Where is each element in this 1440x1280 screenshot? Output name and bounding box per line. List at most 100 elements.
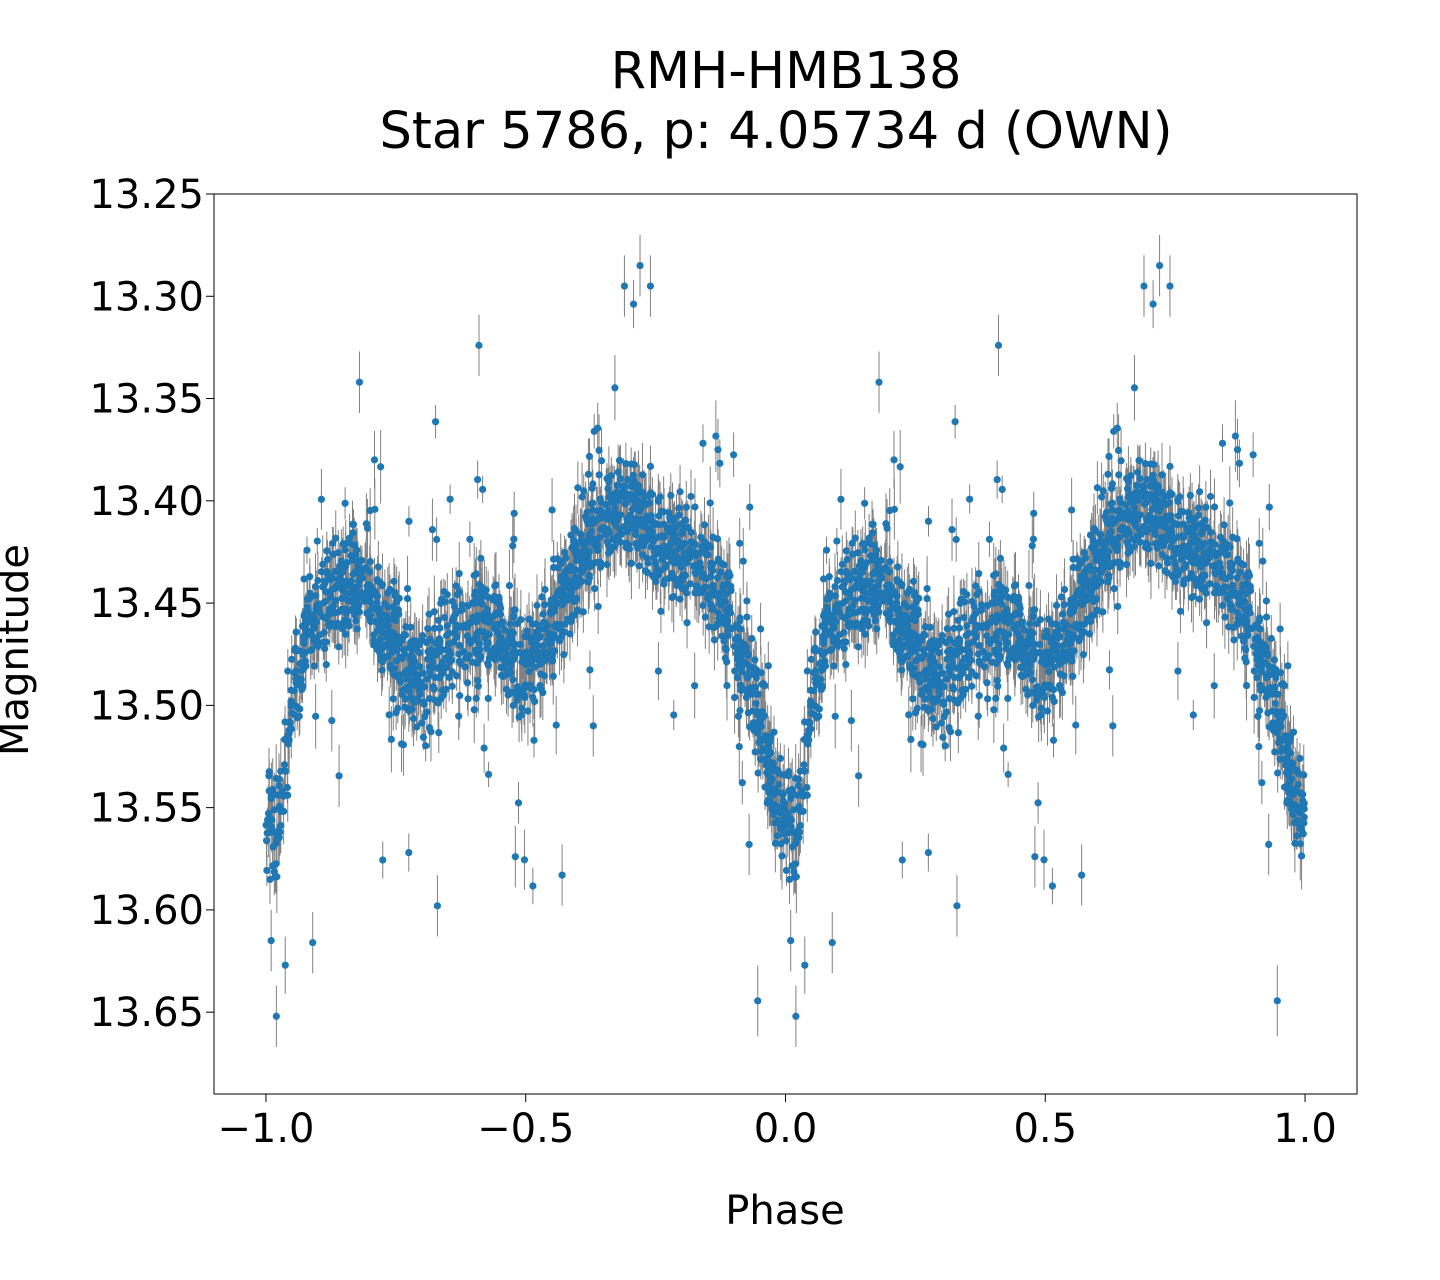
data-point <box>1280 682 1288 690</box>
data-point <box>831 582 839 591</box>
data-point <box>1241 644 1249 652</box>
data-point <box>730 693 739 702</box>
data-point <box>778 852 786 860</box>
data-point <box>1036 640 1044 649</box>
data-point <box>1060 585 1069 594</box>
data-point <box>948 526 956 534</box>
data-point <box>306 573 314 581</box>
data-point <box>909 577 918 585</box>
data-point <box>425 724 434 732</box>
data-point <box>342 630 350 638</box>
data-point <box>566 630 574 638</box>
data-point <box>761 682 769 690</box>
data-point <box>631 530 640 539</box>
data-point <box>975 692 983 700</box>
data-point <box>1085 630 1094 638</box>
data-point <box>1141 460 1150 468</box>
data-point <box>366 557 374 566</box>
data-point <box>1029 701 1037 710</box>
data-point <box>894 563 902 571</box>
data-point <box>939 733 947 741</box>
data-point <box>1113 535 1122 543</box>
data-point <box>945 694 953 703</box>
data-point <box>706 499 714 507</box>
data-point <box>946 635 954 643</box>
data-point <box>1255 539 1263 547</box>
data-point <box>723 681 731 690</box>
data-point <box>1104 470 1112 478</box>
data-point <box>322 661 330 669</box>
data-point <box>969 638 977 646</box>
data-point <box>803 783 811 792</box>
data-point <box>1028 676 1037 684</box>
data-point <box>1000 744 1008 752</box>
data-point <box>470 706 478 714</box>
data-point <box>311 582 320 591</box>
data-point <box>1293 832 1301 840</box>
data-point <box>1229 533 1237 541</box>
data-point <box>378 666 386 674</box>
data-point <box>281 961 289 969</box>
data-point <box>720 637 728 645</box>
data-point <box>723 658 731 666</box>
data-point <box>923 584 931 593</box>
data-point <box>1029 535 1038 543</box>
data-point <box>1059 610 1067 618</box>
data-point <box>1265 723 1273 731</box>
data-point <box>389 695 397 703</box>
data-point <box>736 539 744 547</box>
data-point <box>840 628 848 637</box>
data-point <box>886 506 894 515</box>
data-point <box>1277 748 1286 756</box>
data-point <box>456 692 464 700</box>
data-point <box>367 606 375 614</box>
data-point <box>525 668 533 676</box>
data-point <box>954 729 962 737</box>
data-point <box>622 460 630 468</box>
data-point <box>425 694 434 703</box>
data-point <box>314 576 322 585</box>
data-point <box>968 682 976 690</box>
data-point <box>675 504 683 512</box>
data-point <box>603 560 611 569</box>
data-point <box>379 856 387 864</box>
data-point <box>435 729 443 737</box>
data-point <box>683 619 691 627</box>
data-point <box>1072 721 1080 729</box>
data-point <box>861 546 869 554</box>
data-point <box>925 687 933 695</box>
data-point <box>390 577 398 585</box>
data-point <box>448 597 457 605</box>
data-point <box>1226 499 1234 507</box>
data-point <box>513 619 521 628</box>
data-point <box>539 610 547 618</box>
chart-title: RMH-HMB138 <box>611 42 962 101</box>
data-point <box>819 575 828 583</box>
data-point <box>416 663 424 671</box>
data-point <box>1255 742 1263 751</box>
data-point <box>455 570 463 578</box>
data-point <box>635 562 643 570</box>
data-point <box>751 748 759 756</box>
data-point <box>541 585 549 594</box>
data-point <box>709 533 717 541</box>
data-point <box>1270 656 1278 664</box>
data-point <box>1300 813 1308 821</box>
data-point <box>985 535 994 543</box>
data-point <box>1097 493 1106 501</box>
data-point <box>468 658 477 666</box>
data-point <box>433 535 441 544</box>
data-point <box>773 832 782 840</box>
data-point <box>561 548 569 557</box>
data-point <box>629 300 638 308</box>
data-point <box>516 640 524 649</box>
data-point <box>431 418 440 426</box>
data-point <box>955 624 964 632</box>
data-point <box>509 701 517 710</box>
data-point <box>1202 619 1211 627</box>
data-point <box>905 711 913 719</box>
data-point <box>421 712 429 721</box>
data-point <box>572 527 580 535</box>
data-point <box>904 603 912 611</box>
data-point <box>1151 530 1159 539</box>
